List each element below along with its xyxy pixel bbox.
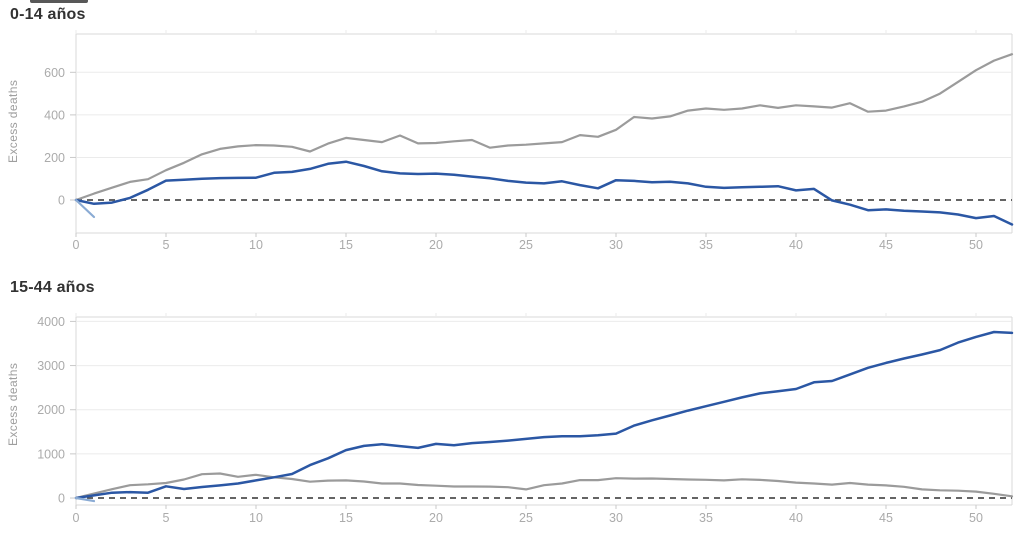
x-tick-label: 30	[609, 511, 623, 525]
x-tick-label: 0	[73, 238, 80, 252]
line-chart-0-14: 0 200 400 600 0 5 10 15 20 25 30 35 40 45 50	[44, 30, 1014, 252]
y-tick-label: 200	[44, 151, 65, 165]
x-tick-label: 40	[789, 511, 803, 525]
y-tick-label: 600	[44, 66, 65, 80]
series-lightblue-start-segment	[74, 496, 96, 503]
y-tick-label: 1000	[37, 447, 65, 461]
x-tick-label: 15	[339, 238, 353, 252]
x-tick-label: 30	[609, 238, 623, 252]
x-tick-label: 15	[339, 511, 353, 525]
x-tick-label: 45	[879, 511, 893, 525]
x-tick-label: 50	[969, 238, 983, 252]
x-tick-label: 20	[429, 238, 443, 252]
x-tick-label: 0	[73, 511, 80, 525]
y-tick-label: 2000	[37, 403, 65, 417]
chart-section-0-14: 0-14 años Excess deaths 0 200 400 600 0 5 10 15…	[0, 0, 1024, 268]
series-blue-line	[74, 160, 1014, 226]
series-gray-line	[74, 472, 1014, 500]
x-tick-label: 40	[789, 238, 803, 252]
x-tick-label: 5	[163, 238, 170, 252]
series-gray-line	[74, 53, 1014, 202]
x-tick-label: 5	[163, 511, 170, 525]
x-tick-label: 35	[699, 511, 713, 525]
x-tick-label: 35	[699, 238, 713, 252]
x-tick-label: 45	[879, 238, 893, 252]
x-tick-label: 10	[249, 511, 263, 525]
y-tick-label: 0	[58, 492, 65, 506]
chart-title-0-14: 0-14 años	[10, 6, 86, 23]
y-tick-label: 0	[58, 194, 65, 208]
x-tick-label: 20	[429, 511, 443, 525]
x-tick-label: 10	[249, 238, 263, 252]
chart-section-15-44: 15-44 años Excess deaths 0 1000 2000 3000 40…	[0, 273, 1024, 541]
x-tick-label: 25	[519, 511, 533, 525]
series-blue-line	[74, 330, 1014, 500]
y-tick-label: 4000	[37, 315, 65, 329]
y-tick-label: 3000	[37, 359, 65, 373]
series-lightblue-start-segment	[74, 198, 96, 219]
x-tick-label: 25	[519, 238, 533, 252]
chart-title-15-44: 15-44 años	[10, 279, 95, 296]
x-tick-label: 50	[969, 511, 983, 525]
y-tick-label: 400	[44, 108, 65, 122]
cropped-content-artifact	[30, 0, 88, 3]
line-chart-15-44: 0 1000 2000 3000 4000 0 5 10 15 20 25 30 35 40 45 50	[37, 313, 1014, 525]
